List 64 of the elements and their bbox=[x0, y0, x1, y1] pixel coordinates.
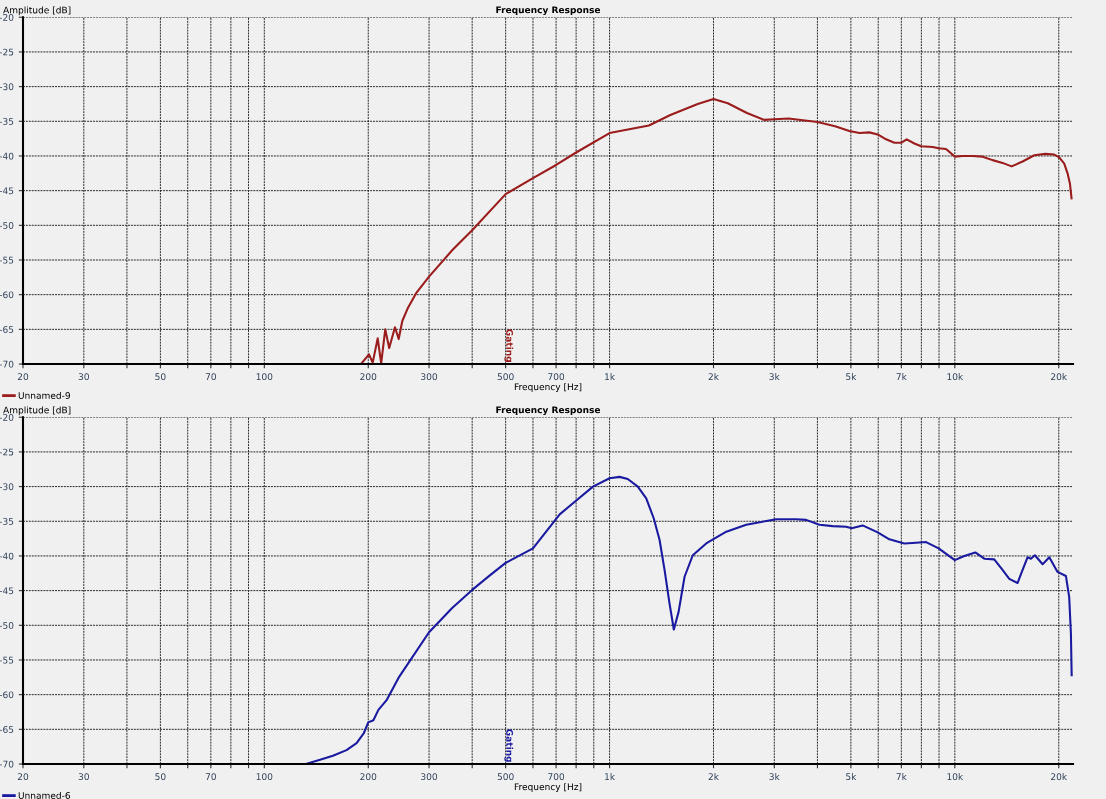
x-tick-label: 7k bbox=[896, 773, 907, 780]
x-tick-label: 300 bbox=[421, 773, 438, 781]
x-tick-label: 300 bbox=[421, 373, 438, 381]
annotation: Gating bbox=[504, 729, 514, 762]
y-tick-label: -35 bbox=[0, 118, 14, 125]
y-tick-label: -40 bbox=[0, 152, 14, 160]
y-tick-label: -50 bbox=[0, 222, 14, 229]
y-tick-label: -30 bbox=[0, 483, 14, 491]
y-tick-label: -65 bbox=[0, 726, 14, 733]
x-tick-label: 50 bbox=[155, 373, 166, 381]
x-tick-label: 20k bbox=[1051, 373, 1068, 381]
x-axis-title: Frequency [Hz] bbox=[514, 783, 582, 792]
x-tick-label: 700 bbox=[548, 373, 565, 381]
y-tick-label: -45 bbox=[0, 187, 14, 195]
x-tick-label: 1k bbox=[605, 373, 616, 380]
chart-title: Frequency Response bbox=[496, 406, 601, 416]
x-axis-title: Frequency [Hz] bbox=[514, 383, 582, 392]
legend-label: Unnamed-6 bbox=[18, 791, 71, 799]
y-tick-label: -60 bbox=[0, 691, 14, 699]
y-tick-label: -25 bbox=[0, 48, 14, 56]
x-tick-label: 5k bbox=[846, 773, 857, 781]
annotation: Gating bbox=[504, 329, 514, 362]
y-tick-label: -65 bbox=[0, 326, 14, 333]
x-tick-label: 700 bbox=[548, 773, 565, 781]
x-tick-label: 2k bbox=[708, 373, 719, 380]
y-tick-label: -20 bbox=[0, 413, 14, 421]
y-tick-label: -60 bbox=[0, 291, 14, 299]
y-tick-label: -30 bbox=[0, 83, 14, 91]
x-tick-label: 200 bbox=[360, 373, 377, 381]
x-tick-label: 2k bbox=[708, 773, 719, 780]
x-tick-label: 500 bbox=[497, 373, 514, 381]
x-tick-label: 500 bbox=[497, 773, 514, 781]
x-tick-label: 20k bbox=[1051, 773, 1068, 781]
x-tick-label: 3k bbox=[769, 773, 780, 781]
y-tick-label: -55 bbox=[0, 256, 14, 264]
x-tick-label: 70 bbox=[205, 373, 216, 381]
x-tick-label: 10k bbox=[947, 373, 964, 381]
x-tick-label: 7k bbox=[896, 373, 907, 380]
x-tick-label: 50 bbox=[155, 773, 166, 781]
x-tick-label: 30 bbox=[78, 373, 89, 381]
x-tick-label: 3k bbox=[769, 373, 780, 381]
y-tick-label: -70 bbox=[0, 360, 14, 368]
y-tick-label: -25 bbox=[0, 448, 14, 456]
legend-label: Unnamed-9 bbox=[18, 391, 70, 399]
y-tick-label: -50 bbox=[0, 622, 14, 629]
x-tick-label: 1k bbox=[605, 773, 616, 780]
y-tick-label: -45 bbox=[0, 587, 14, 595]
x-tick-label: 10k bbox=[947, 773, 964, 781]
y-tick-label: -70 bbox=[0, 760, 14, 768]
y-axis-title: Amplitude [dB] bbox=[3, 406, 71, 416]
y-tick-label: -35 bbox=[0, 518, 14, 525]
x-tick-label: 5k bbox=[846, 373, 857, 381]
y-tick-label: -40 bbox=[0, 552, 14, 560]
x-tick-label: 30 bbox=[78, 773, 89, 781]
x-tick-label: 100 bbox=[256, 373, 273, 381]
y-tick-label: -55 bbox=[0, 656, 14, 664]
chart-title: Frequency Response bbox=[496, 6, 601, 16]
x-tick-label: 70 bbox=[205, 773, 216, 781]
x-tick-label: 20 bbox=[17, 373, 29, 381]
x-tick-label: 100 bbox=[256, 773, 273, 781]
x-tick-label: 200 bbox=[360, 773, 377, 781]
y-tick-label: -20 bbox=[0, 13, 14, 21]
y-axis-title: Amplitude [dB] bbox=[3, 6, 71, 16]
x-tick-label: 20 bbox=[17, 773, 29, 781]
